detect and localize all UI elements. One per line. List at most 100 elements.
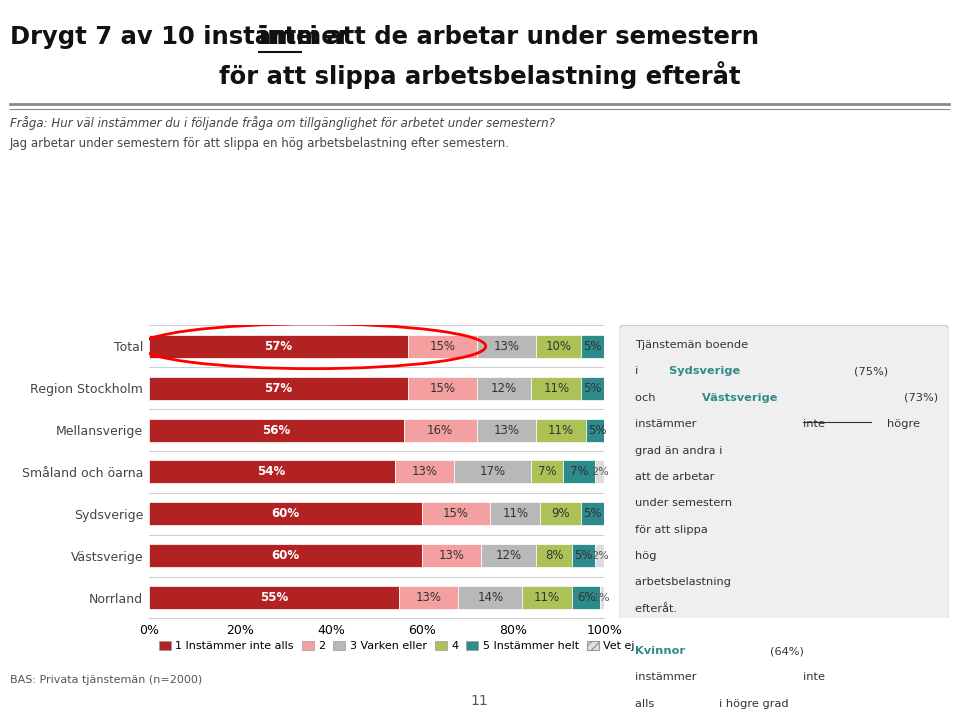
Bar — [490, 502, 541, 526]
Bar — [422, 544, 481, 567]
Bar — [573, 586, 599, 609]
Bar — [409, 335, 477, 358]
Text: 9%: 9% — [551, 507, 571, 521]
Text: och: och — [635, 393, 659, 403]
Text: instämmer: instämmer — [635, 419, 700, 429]
Text: 5%: 5% — [583, 340, 602, 352]
Text: instämmer: instämmer — [635, 672, 700, 682]
Bar — [481, 544, 536, 567]
Text: 6%: 6% — [576, 591, 596, 604]
Text: 7%: 7% — [570, 465, 589, 478]
Text: 57%: 57% — [265, 340, 292, 352]
Text: 2%: 2% — [591, 551, 609, 561]
Text: inte: inte — [804, 419, 829, 429]
Text: Jag arbetar under semestern för att slippa en hög arbetsbelastning efter semeste: Jag arbetar under semestern för att slip… — [10, 137, 509, 150]
Text: Drygt 7 av 10 instämmer: Drygt 7 av 10 instämmer — [10, 25, 358, 49]
Bar — [477, 418, 536, 442]
Text: Västsverige: Västsverige — [702, 393, 782, 403]
Legend: 1 Instämmer inte alls, 2, 3 Varken eller, 4, 5 Instämmer helt, Vet ej: 1 Instämmer inte alls, 2, 3 Varken eller… — [154, 636, 640, 656]
Bar — [454, 460, 531, 483]
Bar — [149, 335, 409, 358]
Bar — [477, 377, 531, 400]
Text: 2%: 2% — [591, 467, 609, 477]
Text: 11%: 11% — [503, 507, 528, 521]
Text: 8%: 8% — [545, 549, 563, 562]
Text: i att de arbetar under semestern: i att de arbetar under semestern — [301, 25, 759, 49]
Text: 13%: 13% — [438, 549, 464, 562]
Text: 12%: 12% — [496, 549, 522, 562]
Bar — [404, 418, 477, 442]
Text: 11%: 11% — [548, 423, 573, 437]
Bar — [599, 586, 604, 609]
Bar — [149, 544, 422, 567]
Text: i: i — [635, 366, 642, 376]
Text: 56%: 56% — [262, 423, 291, 437]
Bar — [422, 502, 490, 526]
Bar — [409, 377, 477, 400]
Bar — [395, 460, 454, 483]
Text: 5%: 5% — [583, 507, 602, 521]
Text: hög: hög — [635, 551, 660, 561]
Bar — [399, 586, 458, 609]
Text: (64%): (64%) — [770, 646, 807, 656]
Text: 11%: 11% — [534, 591, 560, 604]
Text: 13%: 13% — [493, 423, 519, 437]
Text: 5%: 5% — [588, 423, 607, 437]
Text: 5%: 5% — [583, 382, 602, 395]
Bar — [536, 418, 586, 442]
Text: Kvinnor: Kvinnor — [635, 646, 690, 656]
Text: i högre grad: i högre grad — [719, 699, 792, 709]
Text: 16%: 16% — [427, 423, 454, 437]
Bar — [541, 502, 581, 526]
Bar — [531, 460, 563, 483]
Text: arbetsbelastning: arbetsbelastning — [635, 578, 735, 588]
Text: grad än andra i: grad än andra i — [635, 445, 726, 455]
Text: 55%: 55% — [260, 591, 288, 604]
Bar — [581, 335, 604, 358]
Bar — [531, 377, 581, 400]
Bar — [477, 335, 536, 358]
Text: 17%: 17% — [480, 465, 505, 478]
Bar — [536, 544, 573, 567]
Text: högre: högre — [887, 419, 924, 429]
Bar — [458, 586, 523, 609]
Bar — [523, 586, 573, 609]
Text: alls: alls — [635, 699, 658, 709]
Text: 60%: 60% — [271, 507, 299, 521]
Text: 57%: 57% — [265, 382, 292, 395]
Text: efteråt.: efteråt. — [635, 603, 681, 613]
Bar — [586, 418, 609, 442]
Bar — [595, 460, 604, 483]
Bar — [149, 418, 404, 442]
Text: 5%: 5% — [574, 549, 593, 562]
Text: 13%: 13% — [493, 340, 519, 352]
Text: 14%: 14% — [478, 591, 503, 604]
Text: 7%: 7% — [538, 465, 556, 478]
Text: Tjänstemän boende: Tjänstemän boende — [635, 340, 752, 350]
Text: 15%: 15% — [443, 507, 469, 521]
Text: 13%: 13% — [411, 465, 437, 478]
Text: för att slippa arbetsbelastning efteråt: för att slippa arbetsbelastning efteråt — [219, 61, 740, 89]
Text: 13%: 13% — [416, 591, 442, 604]
Text: BAS: Privata tjänstemän (n=2000): BAS: Privata tjänstemän (n=2000) — [10, 675, 201, 685]
Bar — [563, 460, 595, 483]
Text: (75%): (75%) — [854, 366, 892, 376]
Bar — [581, 502, 604, 526]
Text: 1%: 1% — [593, 593, 611, 603]
Bar — [149, 502, 422, 526]
FancyBboxPatch shape — [619, 325, 949, 621]
Text: 60%: 60% — [271, 549, 299, 562]
Bar — [573, 544, 595, 567]
Bar — [149, 586, 399, 609]
Text: (73%): (73%) — [904, 393, 942, 403]
Text: att de arbetar: att de arbetar — [635, 472, 718, 482]
Text: 10%: 10% — [546, 340, 572, 352]
Text: inte: inte — [804, 672, 829, 682]
Text: 11%: 11% — [544, 382, 570, 395]
Text: 54%: 54% — [258, 465, 286, 478]
Text: 12%: 12% — [491, 382, 517, 395]
Bar — [581, 377, 604, 400]
Text: 15%: 15% — [430, 382, 456, 395]
Text: Fråga: Hur väl instämmer du i följande fråga om tillgänglighet för arbetet under: Fråga: Hur väl instämmer du i följande f… — [10, 116, 554, 130]
Text: 11: 11 — [471, 694, 488, 708]
